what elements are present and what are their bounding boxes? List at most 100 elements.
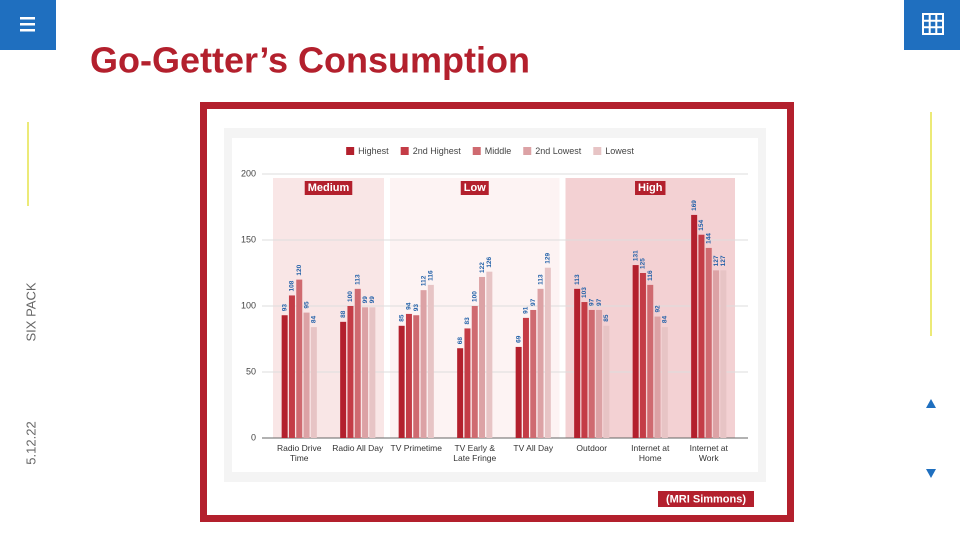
value-label: 84 bbox=[662, 316, 669, 324]
y-tick-label: 50 bbox=[246, 366, 256, 376]
bar bbox=[596, 309, 603, 438]
grid-icon bbox=[922, 13, 944, 35]
bar bbox=[691, 214, 698, 438]
value-label: 88 bbox=[340, 310, 347, 318]
value-label: 112 bbox=[420, 275, 427, 286]
value-label: 131 bbox=[632, 250, 639, 261]
bar bbox=[639, 273, 646, 438]
bar bbox=[705, 247, 712, 438]
legend-label: Highest bbox=[358, 146, 389, 156]
value-label: 116 bbox=[428, 270, 435, 281]
value-label: 129 bbox=[545, 252, 552, 263]
value-label: 69 bbox=[515, 335, 522, 343]
x-tick-label: TV Early & Late Fringe bbox=[453, 443, 496, 463]
x-tick-label: Radio Drive Time bbox=[277, 443, 322, 463]
value-label: 92 bbox=[654, 305, 661, 313]
value-label: 116 bbox=[647, 270, 654, 281]
bar bbox=[369, 307, 376, 438]
value-label: 169 bbox=[691, 200, 698, 211]
value-label: 85 bbox=[398, 314, 405, 322]
value-label: 100 bbox=[471, 291, 478, 302]
bar bbox=[347, 306, 354, 438]
bar bbox=[698, 234, 705, 438]
bar bbox=[581, 302, 588, 438]
value-label: 93 bbox=[413, 304, 420, 312]
value-label: 91 bbox=[523, 306, 530, 314]
legend-swatch bbox=[593, 147, 602, 155]
group-label-box bbox=[460, 181, 489, 195]
value-label: 97 bbox=[588, 298, 595, 306]
next-button[interactable] bbox=[926, 469, 936, 478]
x-tick-label: TV All Day bbox=[513, 443, 553, 453]
value-label: 84 bbox=[311, 316, 318, 324]
legend-swatch bbox=[346, 147, 355, 155]
bar bbox=[486, 271, 493, 438]
value-label: 125 bbox=[640, 258, 647, 269]
x-tick-label: Internet at Work bbox=[690, 443, 729, 463]
y-tick-label: 200 bbox=[241, 168, 256, 178]
legend-swatch bbox=[523, 147, 532, 155]
bar bbox=[303, 312, 310, 438]
bar bbox=[544, 267, 551, 438]
bar bbox=[603, 325, 610, 438]
y-tick-label: 150 bbox=[241, 234, 256, 244]
bar bbox=[427, 284, 434, 438]
bar bbox=[574, 288, 581, 438]
value-label: 99 bbox=[369, 296, 376, 304]
bar bbox=[413, 315, 420, 438]
slide-title: Go-Getter’s Consumption bbox=[90, 40, 530, 81]
value-label: 113 bbox=[574, 274, 581, 285]
value-label: 93 bbox=[281, 304, 288, 312]
bar bbox=[720, 270, 727, 438]
group-label: Medium bbox=[308, 182, 350, 194]
value-label: 68 bbox=[457, 337, 464, 345]
group-label-box bbox=[304, 181, 353, 195]
group-label: Low bbox=[464, 182, 486, 194]
value-label: 120 bbox=[296, 264, 303, 275]
bar bbox=[310, 327, 317, 438]
value-label: 100 bbox=[347, 291, 354, 302]
value-label: 95 bbox=[303, 301, 310, 309]
legend-label: 2nd Lowest bbox=[535, 146, 582, 156]
bar bbox=[471, 306, 478, 438]
side-label: SIX PACK bbox=[23, 282, 38, 341]
bar bbox=[530, 309, 537, 438]
menu-icon bbox=[20, 17, 35, 32]
value-label: 144 bbox=[705, 233, 712, 244]
bar bbox=[661, 327, 668, 438]
bar bbox=[340, 321, 347, 438]
value-label: 126 bbox=[486, 256, 493, 267]
value-label: 154 bbox=[698, 219, 705, 230]
bar bbox=[479, 276, 486, 438]
value-label: 127 bbox=[713, 255, 720, 266]
bar bbox=[398, 325, 405, 438]
bar bbox=[632, 265, 639, 438]
bar bbox=[281, 315, 288, 438]
value-label: 94 bbox=[406, 302, 413, 310]
y-tick-label: 0 bbox=[251, 432, 256, 442]
x-tick-label: Internet at Home bbox=[631, 443, 670, 463]
bar bbox=[457, 348, 464, 438]
prev-button[interactable] bbox=[926, 399, 936, 408]
legend-swatch bbox=[472, 147, 481, 155]
legend-label: 2nd Highest bbox=[413, 146, 462, 156]
date: 5.12.22 bbox=[23, 421, 38, 464]
source-box bbox=[658, 491, 754, 507]
bar bbox=[296, 279, 303, 438]
x-tick-label: TV Primetime bbox=[391, 443, 443, 453]
value-label: 99 bbox=[362, 296, 369, 304]
bar bbox=[713, 270, 720, 438]
value-label: 83 bbox=[464, 317, 471, 325]
grid-button[interactable] bbox=[904, 0, 960, 50]
bar bbox=[362, 307, 369, 438]
value-label: 108 bbox=[289, 280, 296, 291]
bar bbox=[420, 290, 427, 438]
value-label: 113 bbox=[354, 274, 361, 285]
legend-swatch bbox=[400, 147, 409, 155]
legend-label: Middle bbox=[485, 146, 512, 156]
value-label: 97 bbox=[530, 298, 537, 306]
bar bbox=[405, 313, 412, 438]
y-tick-label: 100 bbox=[241, 300, 256, 310]
bar bbox=[588, 309, 595, 438]
